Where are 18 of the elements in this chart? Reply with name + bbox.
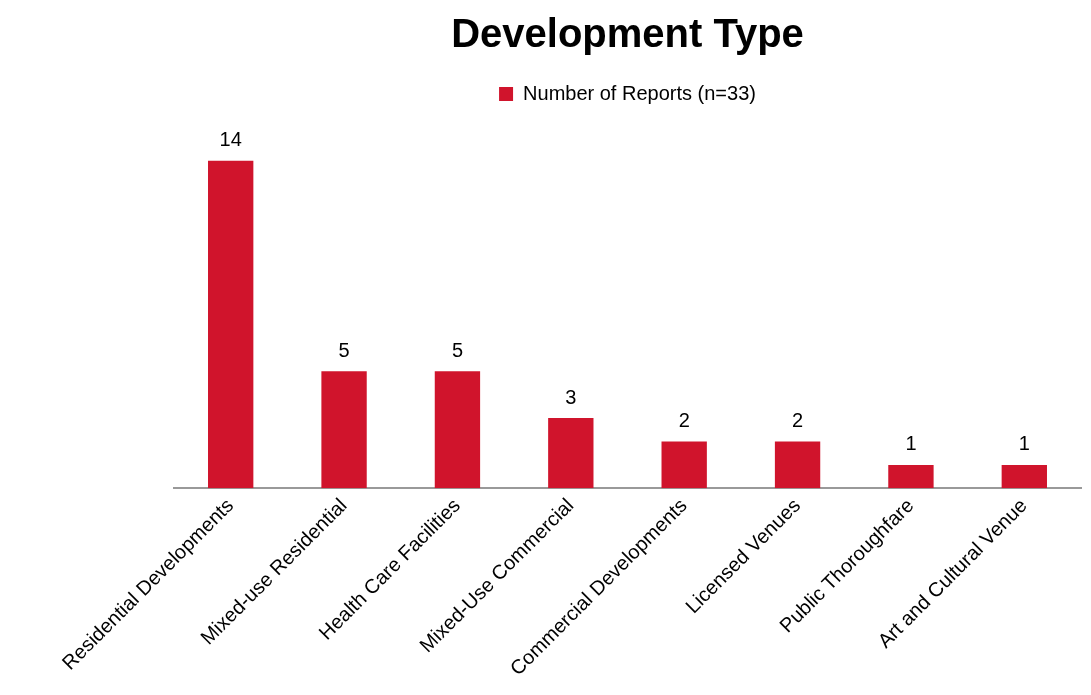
legend-label: Number of Reports (n=33)	[523, 81, 756, 104]
bar	[774, 441, 821, 489]
bar	[208, 160, 254, 489]
bar	[434, 371, 481, 489]
data-label: 3	[565, 385, 577, 408]
bar	[661, 441, 707, 489]
bar	[548, 418, 594, 489]
bar	[321, 371, 367, 489]
data-label: 1	[905, 432, 917, 455]
data-label: 5	[338, 338, 350, 361]
data-label: 1	[1018, 432, 1030, 455]
data-label: 14	[219, 128, 242, 151]
data-label: 2	[792, 409, 804, 431]
chart-title: Development Type	[451, 11, 804, 56]
bar	[888, 464, 934, 489]
data-label: 5	[451, 338, 463, 361]
data-label: 2	[678, 409, 690, 431]
bar	[1001, 464, 1047, 489]
